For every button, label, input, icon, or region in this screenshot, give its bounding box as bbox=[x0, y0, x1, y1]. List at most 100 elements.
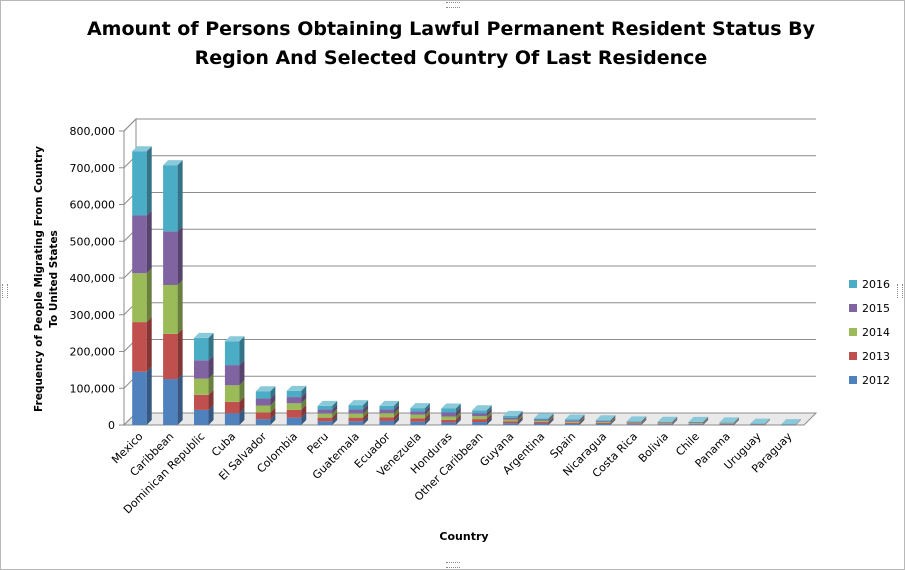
y-tick-label: 700,000 bbox=[70, 162, 116, 175]
bar-2016-side bbox=[146, 146, 152, 216]
resize-handle-top[interactable] bbox=[446, 2, 460, 8]
bar-2016-side bbox=[703, 416, 709, 423]
bar-2015-front bbox=[286, 397, 302, 404]
bar-stack-nicaragua bbox=[595, 415, 616, 425]
bar-2014-front bbox=[595, 422, 611, 423]
bar-2016-side bbox=[424, 403, 430, 412]
y-axis-tick-labels: 0 100,000 200,000 300,000 400,000 500,000 600,… bbox=[70, 125, 116, 432]
bar-stack-costa-rica bbox=[626, 416, 647, 425]
bar-2015-front bbox=[255, 398, 271, 406]
bar-2015-side bbox=[332, 404, 338, 414]
bar-2013-front bbox=[472, 419, 487, 423]
bar-stack-uruguay bbox=[750, 418, 770, 426]
bar-stack-bolivia bbox=[657, 416, 678, 425]
bar-2016-side bbox=[733, 417, 739, 423]
bar-2014-front bbox=[255, 405, 271, 413]
bar-2013-side bbox=[486, 414, 492, 423]
bar-2012-front bbox=[472, 422, 487, 425]
bar-2015-side bbox=[363, 404, 369, 414]
bar-2014-front bbox=[719, 423, 734, 424]
bar-top-face bbox=[719, 417, 739, 423]
bar-stack-honduras bbox=[441, 403, 461, 425]
legend-label-2013: 2013 bbox=[862, 350, 890, 363]
chart-title-line-2: Region And Selected Country Of Last Resi… bbox=[194, 47, 708, 69]
bar-2014-side bbox=[672, 417, 678, 424]
gridline bbox=[123, 228, 816, 242]
bar-2015-front bbox=[379, 409, 394, 414]
bar-2015-front bbox=[132, 215, 147, 274]
x-tick-label: Bolivia bbox=[636, 430, 671, 465]
bar-2014-side bbox=[270, 400, 276, 413]
bar-2012-front bbox=[719, 424, 734, 425]
bar-2015-side bbox=[393, 404, 399, 414]
bar-2012-front bbox=[410, 421, 425, 425]
bar-stack-spain bbox=[564, 414, 585, 425]
bar-2016-front bbox=[255, 391, 271, 399]
bar-top-face bbox=[750, 418, 770, 424]
bar-2013-front bbox=[750, 424, 765, 425]
resize-handle-bottom[interactable] bbox=[446, 562, 460, 568]
bar-2016-front bbox=[194, 337, 209, 361]
bar-2016-side bbox=[363, 400, 369, 410]
bar-2012-side bbox=[208, 404, 214, 425]
bar-2013-front bbox=[348, 417, 364, 422]
bar-2016-front bbox=[626, 421, 642, 423]
bar-2013-front bbox=[688, 423, 704, 425]
bar-stacks bbox=[132, 146, 801, 426]
bar-top-face bbox=[194, 332, 214, 338]
bar-2016-side bbox=[764, 418, 770, 424]
bar-2012-front bbox=[503, 423, 518, 425]
legend-label-2014: 2014 bbox=[862, 326, 890, 339]
bar-2012-side bbox=[455, 417, 461, 425]
bar-2015-side bbox=[733, 417, 739, 424]
y-tick-label: 200,000 bbox=[70, 346, 116, 359]
chart-title: Amount of Persons Obtaining Lawful Perma… bbox=[41, 15, 861, 73]
bar-top-face bbox=[286, 385, 307, 391]
bar-2015-side bbox=[486, 408, 492, 417]
bar-2016-front bbox=[503, 415, 518, 418]
bar-top-face bbox=[379, 400, 399, 406]
bar-2013-front bbox=[379, 417, 394, 421]
bar-2015-front bbox=[441, 412, 456, 417]
bar-2014-front bbox=[626, 422, 642, 424]
bar-2016-side bbox=[641, 416, 647, 423]
bar-2014-front bbox=[750, 424, 765, 425]
bar-2013-front bbox=[224, 401, 240, 414]
gridlines bbox=[119, 118, 816, 426]
bar-2015-front bbox=[348, 409, 364, 414]
bar-2012-front bbox=[348, 421, 364, 425]
bar-2014-front bbox=[564, 421, 580, 423]
bar-2014-side bbox=[455, 411, 461, 420]
legend-swatch-2012 bbox=[849, 376, 857, 384]
resize-handle-right[interactable] bbox=[897, 284, 903, 298]
bar-2012-side bbox=[332, 416, 338, 425]
bar-stack-panama bbox=[719, 417, 739, 425]
bar-2015-front bbox=[750, 423, 765, 425]
bar-2014-side bbox=[641, 417, 647, 424]
bar-2013-side bbox=[764, 419, 770, 425]
gridline bbox=[123, 155, 816, 169]
bar-2016-front bbox=[472, 410, 487, 414]
bar-2013-side bbox=[270, 407, 276, 420]
bar-2015-side bbox=[579, 415, 585, 422]
bar-2012-side bbox=[672, 419, 678, 425]
bar-2014-front bbox=[472, 416, 487, 420]
bar-2015-front bbox=[595, 421, 611, 423]
x-axis-label: Country bbox=[439, 530, 488, 543]
bar-2014-side bbox=[301, 398, 307, 410]
bar-2012-front bbox=[626, 424, 642, 425]
bar-2016-front bbox=[441, 408, 456, 413]
bar-2015-side bbox=[208, 355, 214, 379]
bar-stack-paraguay bbox=[781, 419, 801, 426]
bar-top-face bbox=[657, 416, 678, 422]
resize-handle-left[interactable] bbox=[2, 284, 8, 298]
bar-top-face bbox=[503, 410, 523, 416]
bar-2012-side bbox=[146, 366, 152, 425]
bar-2012-side bbox=[424, 416, 430, 425]
y-axis-label-line-2: To United States bbox=[48, 230, 60, 328]
bar-2016-front bbox=[688, 421, 704, 423]
legend-label-2012: 2012 bbox=[862, 374, 890, 387]
legend-label-2016: 2016 bbox=[862, 278, 890, 291]
